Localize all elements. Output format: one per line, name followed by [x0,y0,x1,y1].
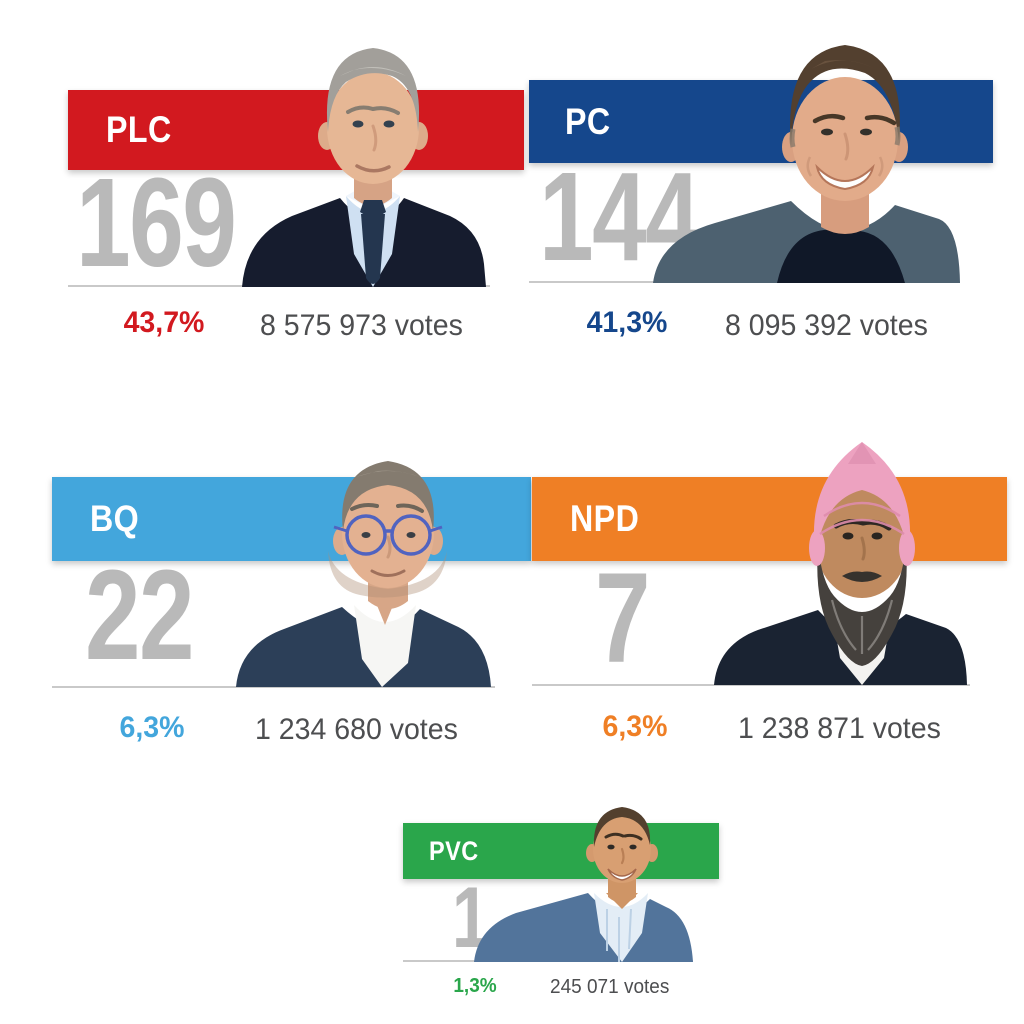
votes-total: 8 575 973 votes [260,309,463,342]
leader-photo [470,797,697,962]
party-abbreviation: BQ [90,498,140,539]
party-color-banner: NPD [532,477,1007,561]
party-color-banner: PLC [68,90,524,170]
party-abbreviation: PC [565,100,611,142]
party-card-bq: BQ 22 [52,390,531,755]
party-color-banner: BQ [52,477,531,561]
vote-share-percent: 41,3% [586,306,668,339]
leader-portrait-graphic [474,807,693,962]
divider-line [532,684,970,686]
leader-portrait-graphic [242,48,486,287]
vote-share-percent: 1,3% [453,975,497,997]
seat-count: 169 [76,152,237,293]
leader-portrait-graphic [714,442,967,685]
votes-total: 1 238 871 votes [738,712,941,745]
seat-count: 22 [85,544,194,687]
votes-total: 245 071 votes [550,976,670,998]
leader-photo [563,33,960,283]
party-card-pc: PC 144 [529,0,993,350]
leader-portrait-graphic [236,461,491,687]
vote-share-percent: 6,3% [119,711,185,744]
leader-portrait-graphic [653,45,960,283]
leader-photo [228,40,490,287]
party-card-plc: PLC 169 [68,0,524,350]
seat-count: 7 [595,547,651,690]
party-color-banner: PVC [403,823,719,879]
votes-total: 8 095 392 votes [725,309,928,342]
party-card-npd: NPD 7 6,3% [532,390,1007,755]
party-abbreviation: PVC [429,835,479,866]
votes-total: 1 234 680 votes [255,713,458,746]
leader-photo [230,443,495,687]
vote-share-percent: 6,3% [602,710,668,743]
party-color-banner: PC [529,80,993,163]
leader-photo [710,428,970,685]
vote-share-percent: 43,7% [123,306,205,339]
party-abbreviation: NPD [570,498,640,539]
divider-line [52,686,495,688]
party-abbreviation: PLC [106,109,172,150]
party-card-pvc: PVC 1 1,3% 245 071 [403,780,719,1024]
